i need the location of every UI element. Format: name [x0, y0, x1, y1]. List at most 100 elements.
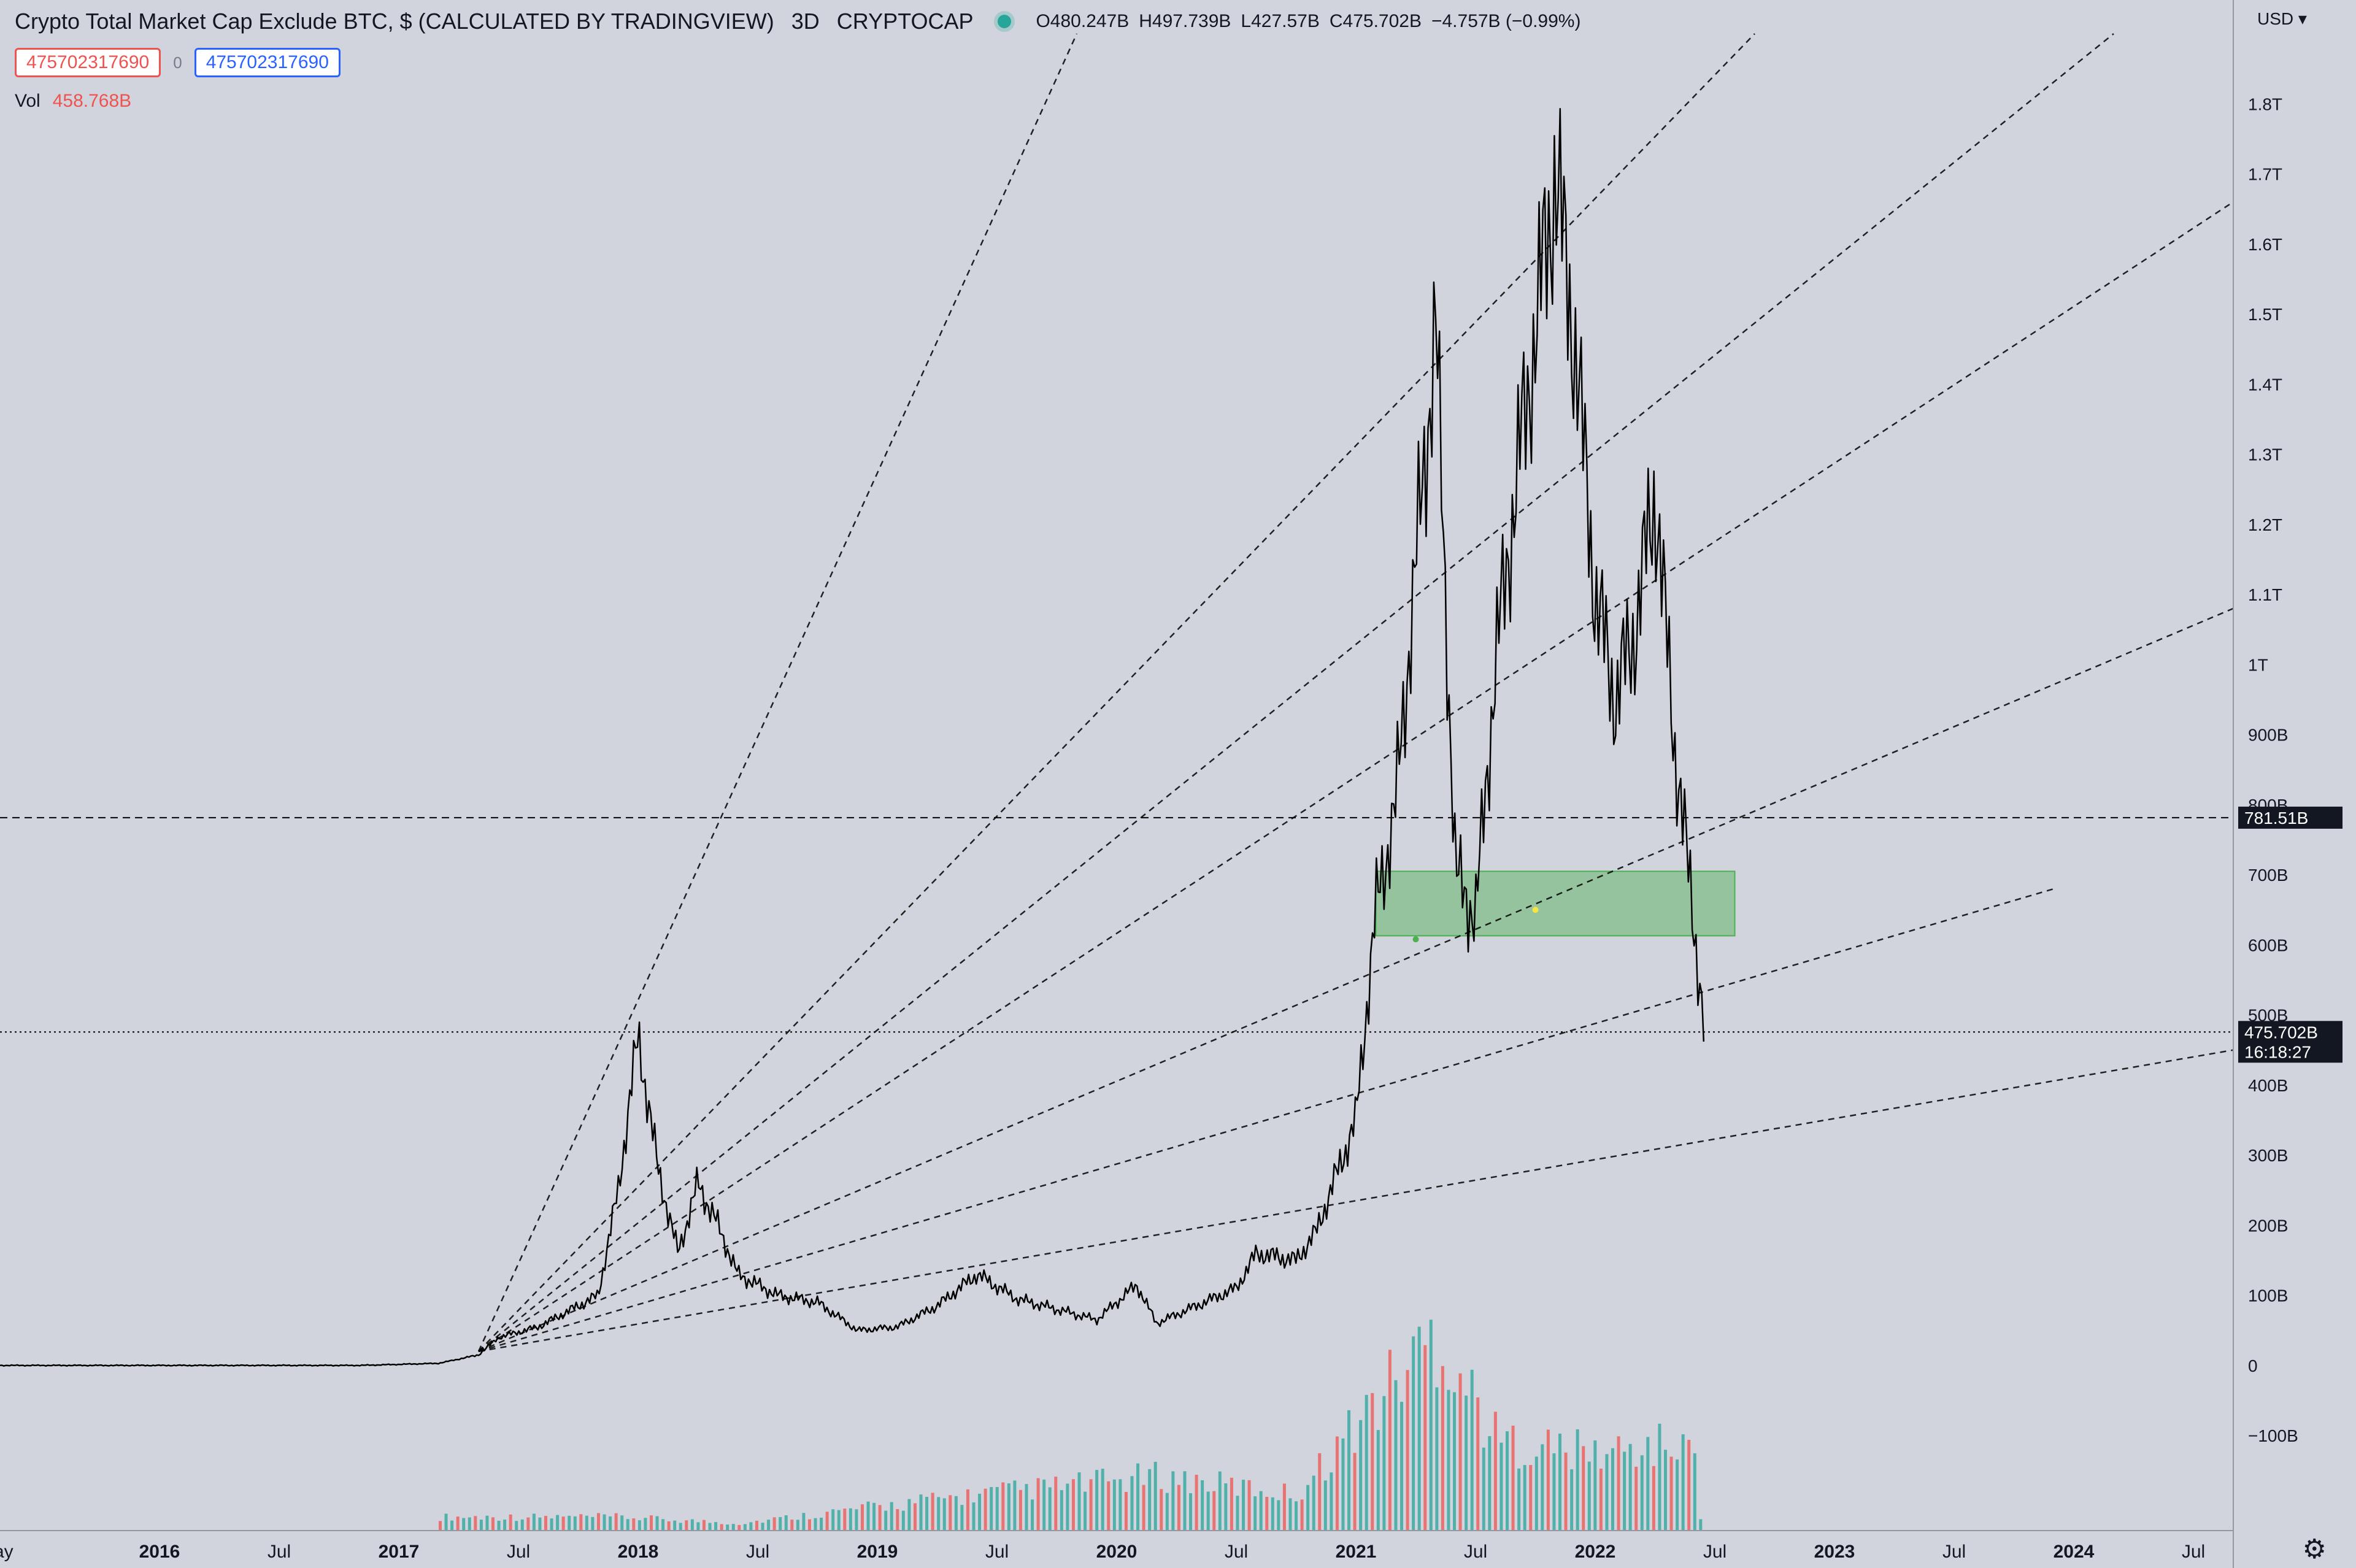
volume-bar [1570, 1469, 1574, 1531]
x-tick-label: 2021 [1336, 1542, 1377, 1562]
volume-bar [439, 1521, 442, 1531]
x-tick-label: Jul [268, 1542, 291, 1562]
volume-bar [1663, 1450, 1667, 1531]
volume-bar [1506, 1431, 1509, 1531]
fan-line-3 [478, 201, 2234, 1352]
volume-bar [1687, 1440, 1691, 1531]
volume-bar [1517, 1468, 1521, 1531]
volume-bar [767, 1520, 771, 1531]
volume-bar [550, 1518, 553, 1531]
volume-bar [720, 1524, 723, 1531]
volume-bar [1365, 1394, 1368, 1531]
volume-bar [614, 1513, 618, 1531]
volume-bar [1089, 1479, 1093, 1531]
volume-bar [1534, 1456, 1538, 1531]
volume-bar [626, 1519, 629, 1531]
y-tick-label: 100B [2248, 1286, 2288, 1305]
y-tick-label: 0 [2248, 1356, 2258, 1375]
volume-bar [978, 1493, 982, 1531]
volume-bar [1025, 1484, 1028, 1531]
volume-bar [556, 1515, 560, 1531]
buy-button[interactable]: 475702317690 [194, 48, 341, 77]
open-value: O480.247B [1036, 11, 1130, 31]
volume-bar [1353, 1453, 1357, 1531]
volume-bar [1652, 1466, 1655, 1531]
volume-bar [1259, 1491, 1263, 1531]
volume-bar [1699, 1519, 1703, 1531]
trade-buttons: 475702317690 0 475702317690 [15, 48, 341, 77]
volume-bar [474, 1516, 477, 1531]
volume-bar [696, 1522, 700, 1531]
volume-bar [1242, 1480, 1245, 1531]
high-value: H497.739B [1139, 11, 1231, 31]
volume-bar [1599, 1468, 1603, 1531]
y-tick-label: 1.2T [2248, 515, 2282, 534]
volume-bar [984, 1488, 987, 1531]
volume-bar [772, 1517, 776, 1531]
volume-layer [439, 1320, 1703, 1531]
volume-bar [1576, 1429, 1579, 1531]
currency-selector[interactable]: USD ▾ [2257, 9, 2307, 29]
volume-bar [644, 1518, 647, 1531]
volume-bar [726, 1524, 730, 1531]
volume-label[interactable]: Vol [15, 91, 40, 111]
x-tick-label: 2023 [1814, 1542, 1855, 1562]
volume-bar [1201, 1480, 1204, 1531]
volume-bar [925, 1497, 929, 1531]
x-tick-label: Jul [1225, 1542, 1248, 1562]
exchange-label: CRYPTOCAP [836, 9, 974, 34]
volume-bar [1054, 1477, 1058, 1531]
gear-icon[interactable]: ⚙ [2302, 1534, 2327, 1564]
volume-bar [972, 1502, 976, 1531]
interval-label[interactable]: 3D [791, 9, 820, 34]
volume-bar [1417, 1326, 1421, 1531]
volume-bar [526, 1517, 530, 1531]
volume-bar [1212, 1491, 1216, 1531]
volume-bar [1177, 1485, 1180, 1531]
volume-bar [1406, 1370, 1409, 1531]
volume-bar [1640, 1455, 1644, 1531]
volume-bar [462, 1518, 466, 1531]
volume-bar [837, 1510, 841, 1531]
y-tick-label: 1.3T [2248, 445, 2282, 464]
volume-bar [1623, 1451, 1626, 1531]
volume-bar [1265, 1497, 1269, 1531]
volume-bar [937, 1497, 941, 1531]
volume-bar [1646, 1437, 1650, 1531]
volume-bar [1676, 1459, 1679, 1531]
volume-bar [1031, 1499, 1034, 1531]
volume-bar [1453, 1392, 1457, 1531]
x-tick-label: Jul [2182, 1542, 2205, 1562]
volume-bar [520, 1519, 524, 1531]
volume-bar [1376, 1430, 1380, 1531]
volume-bar [1165, 1493, 1169, 1531]
x-tick-label: Jul [507, 1542, 530, 1562]
volume-bar [620, 1515, 624, 1531]
x-tick-label: Jul [1464, 1542, 1487, 1562]
volume-bar [1148, 1469, 1152, 1531]
volume-bar [1587, 1461, 1591, 1531]
volume-bar [509, 1514, 512, 1531]
volume-bar [685, 1520, 688, 1531]
x-tick-label: Jul [746, 1542, 769, 1562]
volume-bar [1171, 1471, 1175, 1531]
volume-bar [784, 1515, 788, 1531]
low-value: L427.57B [1241, 11, 1320, 31]
volume-bar [602, 1514, 606, 1531]
volume-bar [802, 1513, 806, 1531]
spread-value: 0 [173, 53, 182, 72]
symbol-title[interactable]: Crypto Total Market Cap Exclude BTC, $ (… [15, 9, 774, 34]
volume-bar [807, 1519, 811, 1531]
volume-bar [679, 1523, 682, 1531]
volume-bar [1382, 1396, 1386, 1531]
x-tick-label: 2018 [618, 1542, 659, 1562]
countdown-label-1: 16:18:27 [2244, 1042, 2311, 1061]
volume-bar [1206, 1491, 1210, 1531]
zone-layer [1375, 870, 1736, 943]
sell-button[interactable]: 475702317690 [15, 48, 161, 77]
volume-bar [1335, 1436, 1339, 1531]
volume-bar [919, 1494, 923, 1531]
volume-bar [1118, 1479, 1122, 1531]
y-tick-label: 1.4T [2248, 375, 2282, 394]
